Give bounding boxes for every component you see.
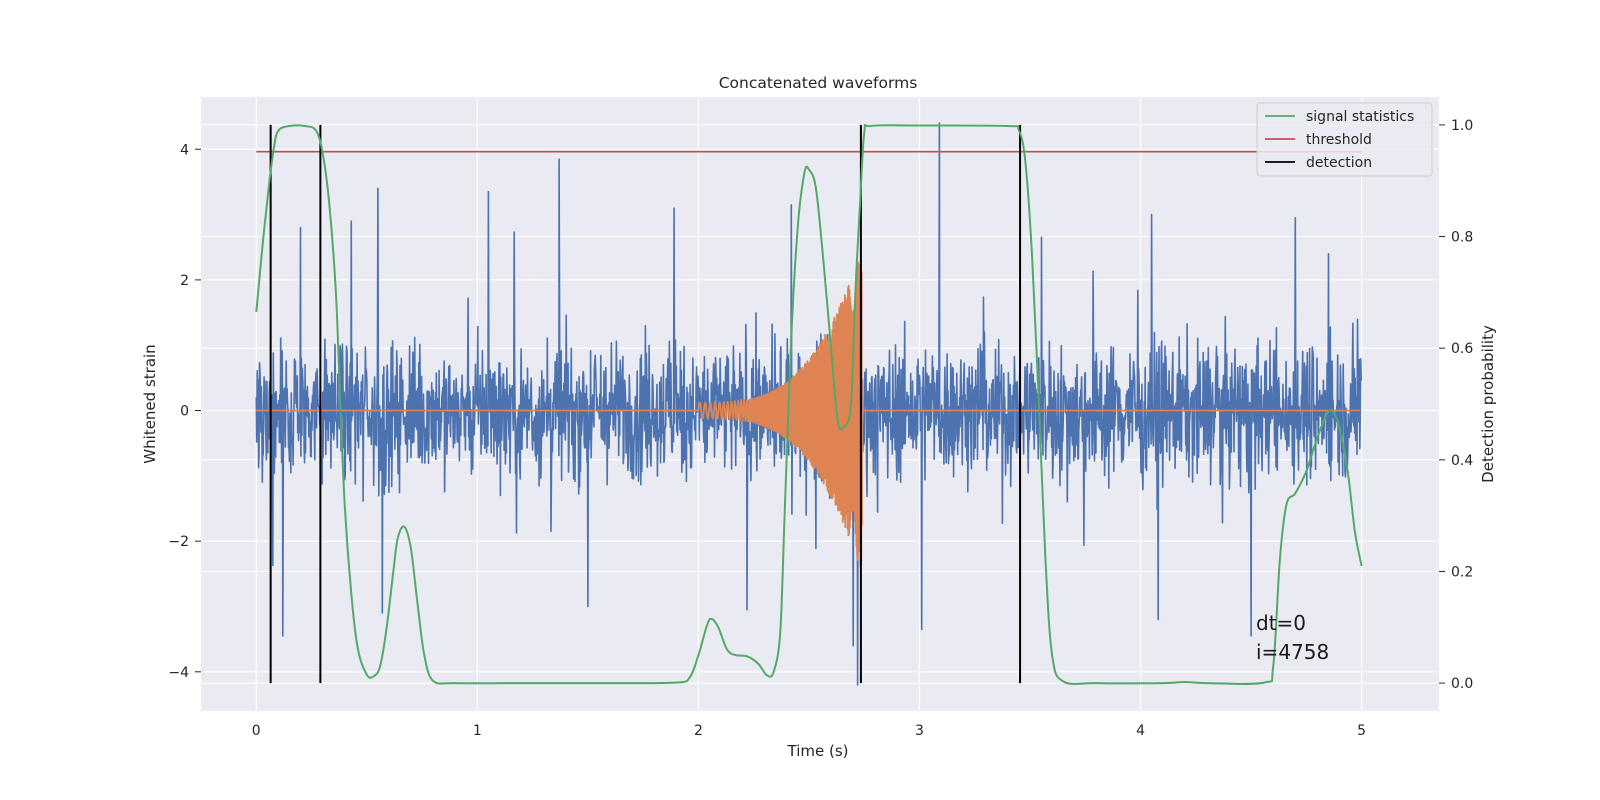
legend-box	[1256, 102, 1433, 177]
signal-statistics-line	[255, 123, 1363, 685]
y-tick-label: 2	[180, 273, 189, 289]
y2-tick-label: 1.0	[1451, 118, 1473, 134]
chart-title: Concatenated waveforms	[719, 74, 918, 92]
y2-tick-label: 0.2	[1451, 564, 1473, 580]
y2-tick-label: 0.0	[1451, 676, 1473, 692]
y-tick-label: 4	[180, 142, 189, 158]
y-tick-label: −4	[168, 665, 189, 681]
annotation-index: i=4758	[1256, 640, 1329, 664]
legend: signal statistics threshold detection	[1256, 102, 1433, 177]
injected-signal-line	[256, 250, 1362, 568]
x-tick-label: 0	[252, 723, 261, 739]
x-axis-label: Time (s)	[787, 742, 849, 760]
y2-axis-label: Detection probability	[1479, 325, 1497, 483]
x-tick-label: 3	[915, 723, 924, 739]
y2-tick-label: 0.4	[1451, 453, 1473, 469]
series-layer	[255, 122, 1363, 686]
annotation-dt: dt=0	[1256, 611, 1306, 635]
y2-tick-label: 0.6	[1451, 341, 1473, 357]
x-tick-label: 1	[473, 723, 482, 739]
legend-label-signal-statistics: signal statistics	[1306, 109, 1414, 125]
y-tick-label: 0	[180, 404, 189, 420]
x-tick-label: 2	[694, 723, 703, 739]
legend-label-detection: detection	[1306, 155, 1372, 171]
y2-tick-label: 0.8	[1451, 230, 1473, 246]
x-tick-label: 5	[1357, 723, 1366, 739]
y-axis-label: Whitened strain	[141, 344, 159, 463]
y-tick-label: −2	[168, 534, 189, 550]
tick-labels: 0 1 2 3 4 5 −4 −2 0 2 4 0.0 0.2 0.4 0.6 0.8 1.0	[168, 118, 1473, 739]
x-tick-label: 4	[1136, 723, 1145, 739]
legend-label-threshold: threshold	[1306, 132, 1372, 148]
